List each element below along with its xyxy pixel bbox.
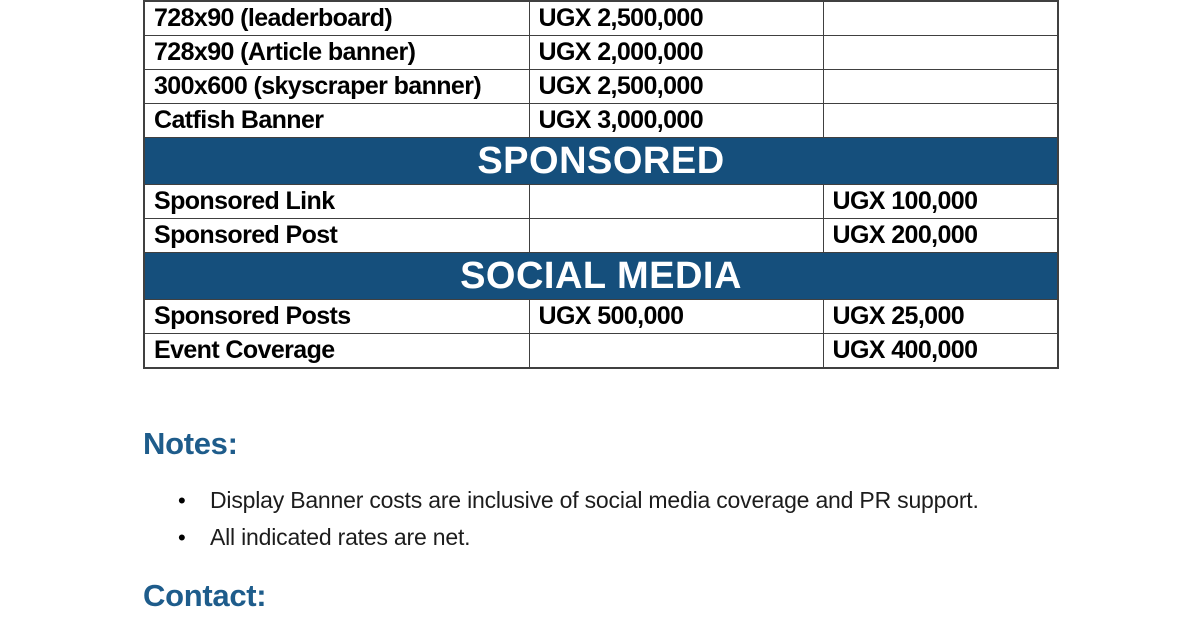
rate-cell [528,184,824,219]
rate2-cell: UGX 200,000 [822,218,1059,253]
item-cell: 728x90 (leaderboard) [143,0,530,36]
item-cell: Catfish Banner [143,103,530,138]
table-row: Catfish Banner UGX 3,000,000 [143,103,1059,138]
section-header-row: SOCIAL MEDIA [143,252,1059,300]
item-cell: 728x90 (Article banner) [143,35,530,70]
rate2-cell: UGX 100,000 [822,184,1059,219]
notes-heading: Notes: [143,426,238,461]
rate2-cell [822,0,1059,36]
table-row: Sponsored Posts UGX 500,000 UGX 25,000 [143,299,1059,334]
item-cell: Sponsored Link [143,184,530,219]
rate-cell: UGX 2,500,000 [528,0,824,36]
rate2-cell [822,69,1059,104]
sponsored-section-header: SPONSORED [143,137,1059,185]
list-item: • All indicated rates are net. [178,519,1078,556]
table-row: 300x600 (skyscraper banner) UGX 2,500,00… [143,69,1059,104]
rate2-cell: UGX 400,000 [822,333,1059,369]
item-cell: 300x600 (skyscraper banner) [143,69,530,104]
section-header-row: SPONSORED [143,137,1059,185]
rate2-cell: UGX 25,000 [822,299,1059,334]
table-row: Sponsored Post UGX 200,000 [143,218,1059,253]
table-row: 728x90 (leaderboard) UGX 2,500,000 [143,0,1059,36]
note-text: All indicated rates are net. [210,524,471,550]
rate2-cell [822,35,1059,70]
bullet-icon: • [178,525,186,550]
item-cell: Sponsored Posts [143,299,530,334]
rate-table: 728x90 (leaderboard) UGX 2,500,000 728x9… [143,0,1059,369]
table-row: 728x90 (Article banner) UGX 2,000,000 [143,35,1059,70]
social-media-section-header: SOCIAL MEDIA [143,252,1059,300]
table-row: Event Coverage UGX 400,000 [143,333,1059,369]
rate-cell: UGX 500,000 [528,299,824,334]
note-text: Display Banner costs are inclusive of so… [210,487,979,513]
item-cell: Sponsored Post [143,218,530,253]
contact-heading: Contact: [143,578,267,613]
rate-cell [528,333,824,369]
rate-cell: UGX 3,000,000 [528,103,824,138]
rate-cell: UGX 2,000,000 [528,35,824,70]
bullet-icon: • [178,488,186,513]
rate-cell [528,218,824,253]
item-cell: Event Coverage [143,333,530,369]
rate2-cell [822,103,1059,138]
rate-cell: UGX 2,500,000 [528,69,824,104]
notes-bullet-list: • Display Banner costs are inclusive of … [178,482,1078,556]
list-item: • Display Banner costs are inclusive of … [178,482,1078,519]
table-row: Sponsored Link UGX 100,000 [143,184,1059,219]
